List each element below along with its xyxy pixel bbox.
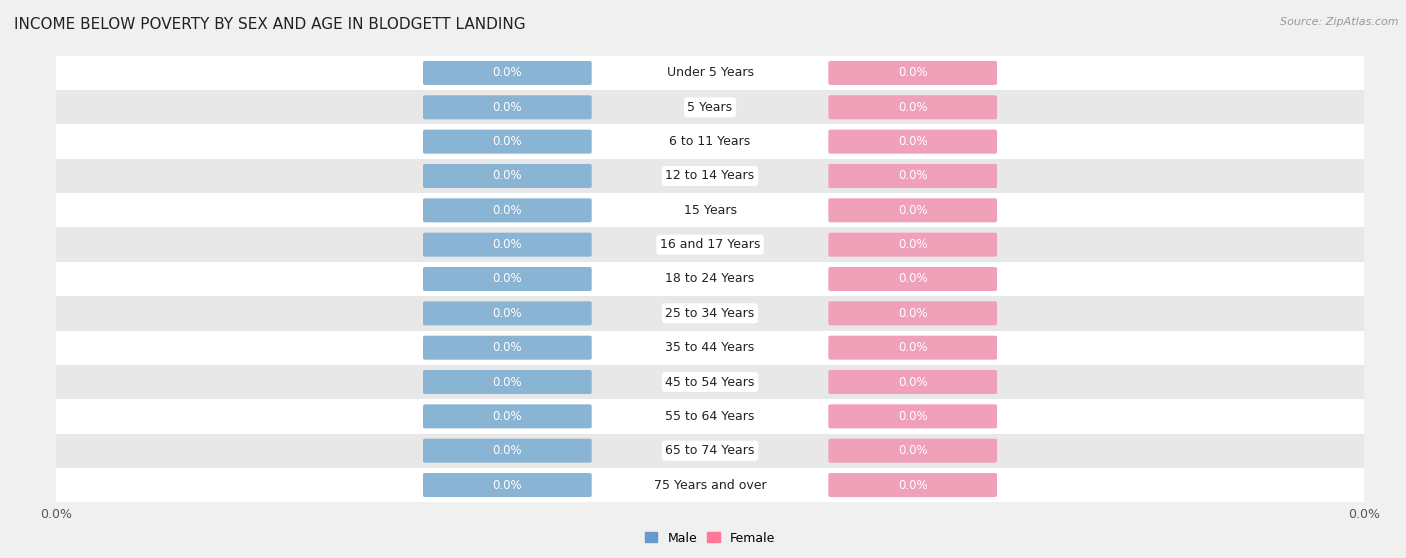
Text: 35 to 44 Years: 35 to 44 Years <box>665 341 755 354</box>
FancyBboxPatch shape <box>423 95 592 119</box>
Text: 0.0%: 0.0% <box>898 101 928 114</box>
Text: 0.0%: 0.0% <box>898 272 928 286</box>
Text: 0.0%: 0.0% <box>492 238 522 251</box>
Text: 55 to 64 Years: 55 to 64 Years <box>665 410 755 423</box>
FancyBboxPatch shape <box>828 439 997 463</box>
Legend: Male, Female: Male, Female <box>640 527 780 550</box>
Text: 0.0%: 0.0% <box>492 101 522 114</box>
FancyBboxPatch shape <box>423 129 592 153</box>
Text: 0.0%: 0.0% <box>492 376 522 388</box>
FancyBboxPatch shape <box>423 439 592 463</box>
FancyBboxPatch shape <box>56 124 1364 159</box>
FancyBboxPatch shape <box>828 198 997 222</box>
Text: Under 5 Years: Under 5 Years <box>666 66 754 79</box>
Text: 0.0%: 0.0% <box>898 410 928 423</box>
Text: 0.0%: 0.0% <box>492 272 522 286</box>
FancyBboxPatch shape <box>423 198 592 222</box>
FancyBboxPatch shape <box>423 233 592 257</box>
FancyBboxPatch shape <box>423 370 592 394</box>
Text: 0.0%: 0.0% <box>492 410 522 423</box>
FancyBboxPatch shape <box>56 193 1364 228</box>
FancyBboxPatch shape <box>828 164 997 188</box>
Text: 75 Years and over: 75 Years and over <box>654 479 766 492</box>
FancyBboxPatch shape <box>828 233 997 257</box>
Text: 0.0%: 0.0% <box>898 376 928 388</box>
Text: 0.0%: 0.0% <box>898 341 928 354</box>
Text: 0.0%: 0.0% <box>492 479 522 492</box>
FancyBboxPatch shape <box>56 159 1364 193</box>
FancyBboxPatch shape <box>828 405 997 429</box>
FancyBboxPatch shape <box>423 61 592 85</box>
FancyBboxPatch shape <box>56 434 1364 468</box>
Text: 0.0%: 0.0% <box>898 66 928 79</box>
FancyBboxPatch shape <box>56 56 1364 90</box>
FancyBboxPatch shape <box>56 365 1364 399</box>
Text: 0.0%: 0.0% <box>492 135 522 148</box>
FancyBboxPatch shape <box>828 370 997 394</box>
Text: 6 to 11 Years: 6 to 11 Years <box>669 135 751 148</box>
Text: 65 to 74 Years: 65 to 74 Years <box>665 444 755 457</box>
Text: 12 to 14 Years: 12 to 14 Years <box>665 170 755 182</box>
Text: Source: ZipAtlas.com: Source: ZipAtlas.com <box>1281 17 1399 27</box>
FancyBboxPatch shape <box>423 473 592 497</box>
Text: 0.0%: 0.0% <box>898 479 928 492</box>
Text: 0.0%: 0.0% <box>898 135 928 148</box>
FancyBboxPatch shape <box>828 473 997 497</box>
Text: 0.0%: 0.0% <box>898 444 928 457</box>
Text: 16 and 17 Years: 16 and 17 Years <box>659 238 761 251</box>
Text: 0.0%: 0.0% <box>492 444 522 457</box>
FancyBboxPatch shape <box>56 399 1364 434</box>
Text: 15 Years: 15 Years <box>683 204 737 217</box>
Text: 5 Years: 5 Years <box>688 101 733 114</box>
FancyBboxPatch shape <box>423 267 592 291</box>
FancyBboxPatch shape <box>56 330 1364 365</box>
FancyBboxPatch shape <box>56 296 1364 330</box>
Text: 0.0%: 0.0% <box>492 341 522 354</box>
Text: 0.0%: 0.0% <box>898 204 928 217</box>
FancyBboxPatch shape <box>828 129 997 153</box>
Text: 45 to 54 Years: 45 to 54 Years <box>665 376 755 388</box>
Text: 18 to 24 Years: 18 to 24 Years <box>665 272 755 286</box>
FancyBboxPatch shape <box>56 228 1364 262</box>
Text: 25 to 34 Years: 25 to 34 Years <box>665 307 755 320</box>
Text: 0.0%: 0.0% <box>492 66 522 79</box>
FancyBboxPatch shape <box>423 336 592 360</box>
FancyBboxPatch shape <box>56 262 1364 296</box>
Text: 0.0%: 0.0% <box>492 307 522 320</box>
Text: 0.0%: 0.0% <box>492 204 522 217</box>
Text: 0.0%: 0.0% <box>898 238 928 251</box>
Text: 0.0%: 0.0% <box>898 307 928 320</box>
FancyBboxPatch shape <box>423 301 592 325</box>
Text: 0.0%: 0.0% <box>898 170 928 182</box>
FancyBboxPatch shape <box>56 90 1364 124</box>
Text: INCOME BELOW POVERTY BY SEX AND AGE IN BLODGETT LANDING: INCOME BELOW POVERTY BY SEX AND AGE IN B… <box>14 17 526 32</box>
FancyBboxPatch shape <box>423 164 592 188</box>
FancyBboxPatch shape <box>828 61 997 85</box>
Text: 0.0%: 0.0% <box>492 170 522 182</box>
FancyBboxPatch shape <box>828 336 997 360</box>
FancyBboxPatch shape <box>828 267 997 291</box>
FancyBboxPatch shape <box>56 468 1364 502</box>
FancyBboxPatch shape <box>828 95 997 119</box>
FancyBboxPatch shape <box>423 405 592 429</box>
FancyBboxPatch shape <box>828 301 997 325</box>
